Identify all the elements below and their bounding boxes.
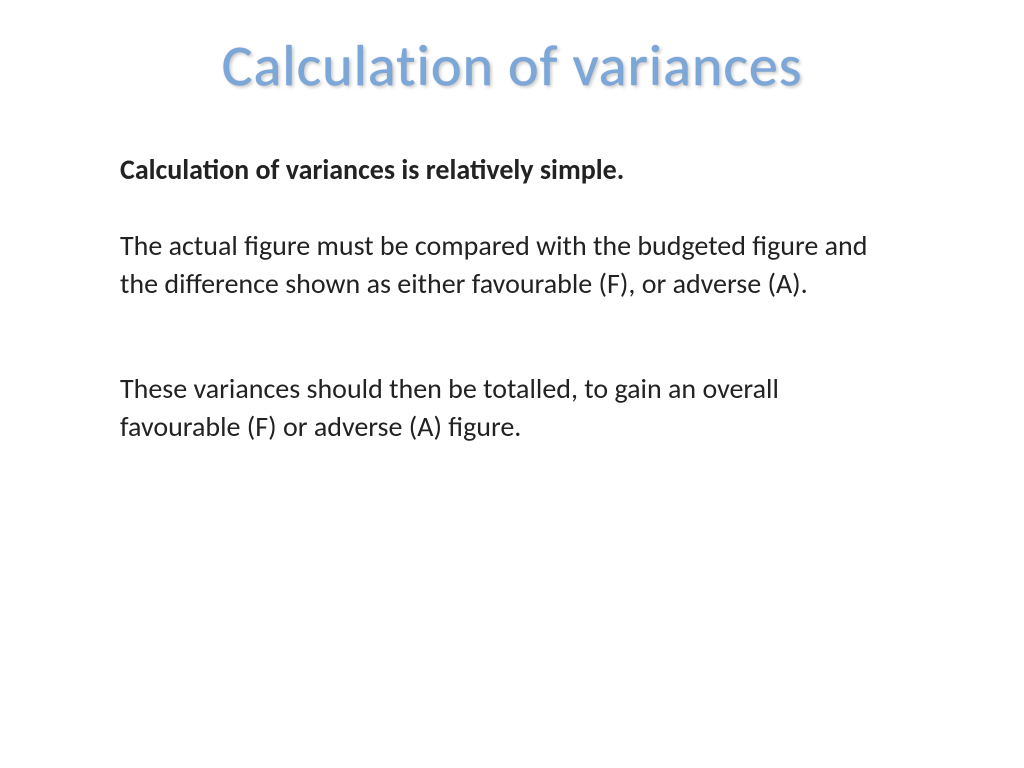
slide-content: Calculation of variances is relatively s… [0,151,1024,446]
intro-paragraph: Calculation of variances is relatively s… [120,151,904,189]
body-paragraph-2: These variances should then be totalled,… [120,370,904,446]
slide-title: Calculation of variances [0,30,1024,101]
spacer [120,340,904,370]
presentation-slide: Calculation of variances Calculation of … [0,0,1024,768]
body-paragraph-1: The actual figure must be compared with … [120,227,904,303]
